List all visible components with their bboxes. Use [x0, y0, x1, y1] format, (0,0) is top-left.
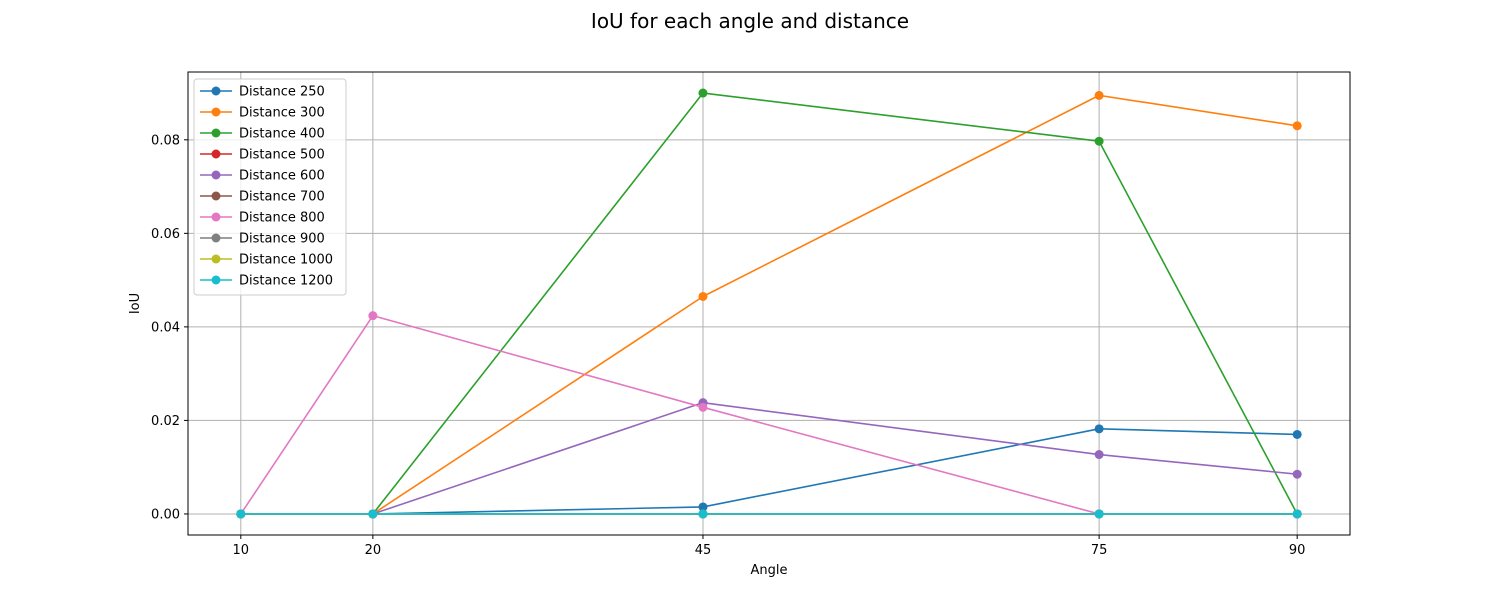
series-line — [240, 428, 1298, 515]
data-point — [1292, 509, 1302, 519]
x-axis-label: Angle — [751, 563, 788, 578]
y-tick-label: 0.02 — [151, 414, 180, 429]
legend-entry: Distance 1200 — [200, 274, 333, 289]
legend-swatch-marker — [211, 86, 221, 96]
series-line — [240, 92, 1298, 515]
data-point — [1094, 450, 1104, 460]
legend-label: Distance 900 — [239, 232, 325, 247]
legend-swatch-marker — [211, 275, 221, 285]
legend-entry: Distance 600 — [200, 169, 325, 184]
data-point — [236, 509, 246, 519]
x-tick-label: 20 — [365, 543, 382, 558]
y-tick-label: 0.08 — [151, 133, 180, 148]
data-point — [1292, 429, 1302, 439]
x-tick-label: 75 — [1091, 543, 1108, 558]
series — [236, 90, 1302, 519]
legend-label: Distance 1000 — [239, 253, 333, 268]
x-tick-label: 45 — [695, 543, 712, 558]
data-point — [698, 502, 708, 512]
legend-swatch-marker — [211, 107, 221, 117]
series-line — [240, 94, 1298, 515]
legend-entry: Distance 250 — [200, 85, 325, 100]
data-point — [698, 402, 708, 412]
x-tick-label: 10 — [233, 543, 250, 558]
legend-swatch-marker — [211, 233, 221, 243]
data-point — [1094, 90, 1104, 100]
legend: Distance 250 Distance 300 Distance 400 Dist… — [193, 78, 347, 296]
data-point — [1292, 121, 1302, 131]
legend-entry: Distance 400 — [200, 127, 325, 142]
series — [236, 424, 1302, 519]
data-point — [698, 88, 708, 98]
series — [236, 311, 1302, 519]
legend-entry: Distance 700 — [200, 190, 325, 205]
series — [236, 398, 1302, 519]
legend-entry: Distance 300 — [200, 106, 325, 121]
axis-ticks: 10 20 45 75 90 0.00 0.02 0.04 0.06 0.08 — [151, 133, 1305, 558]
legend-label: Distance 600 — [239, 169, 325, 184]
y-tick-label: 0.06 — [151, 227, 180, 242]
data-point — [1094, 509, 1104, 519]
series — [236, 88, 1302, 519]
legend-label: Distance 700 — [239, 190, 325, 205]
data-point — [368, 509, 378, 519]
series-line — [240, 314, 1298, 515]
legend-entry: Distance 800 — [200, 211, 325, 226]
legend-swatch-marker — [211, 149, 221, 159]
legend-entry: Distance 500 — [200, 148, 325, 163]
y-tick-label: 0.04 — [151, 320, 180, 335]
legend-label: Distance 800 — [239, 211, 325, 226]
legend-label: Distance 400 — [239, 127, 325, 142]
data-point — [698, 291, 708, 301]
legend-swatch-marker — [211, 254, 221, 264]
legend-label: Distance 250 — [239, 85, 325, 100]
data-point — [1292, 469, 1302, 479]
series — [236, 509, 1302, 519]
legend-swatch-marker — [211, 212, 221, 222]
series-group — [236, 88, 1302, 519]
legend-label: Distance 1200 — [239, 274, 333, 289]
legend-entry: Distance 900 — [200, 232, 325, 247]
y-tick-label: 0.00 — [151, 507, 180, 522]
plot-frame — [187, 71, 1351, 536]
y-axis-label: IoU — [128, 293, 143, 314]
data-point — [368, 311, 378, 321]
legend-swatch-marker — [211, 191, 221, 201]
legend-swatch-marker — [211, 128, 221, 138]
legend-label: Distance 500 — [239, 148, 325, 163]
data-point — [1094, 136, 1104, 146]
data-point — [698, 509, 708, 519]
grid-lines — [188, 72, 1350, 535]
chart-title: IoU for each angle and distance — [591, 9, 909, 33]
data-point — [1094, 424, 1104, 434]
legend-swatch-marker — [211, 170, 221, 180]
legend-label: Distance 300 — [239, 106, 325, 121]
x-tick-label: 90 — [1289, 543, 1306, 558]
legend-entry: Distance 1000 — [200, 253, 333, 268]
